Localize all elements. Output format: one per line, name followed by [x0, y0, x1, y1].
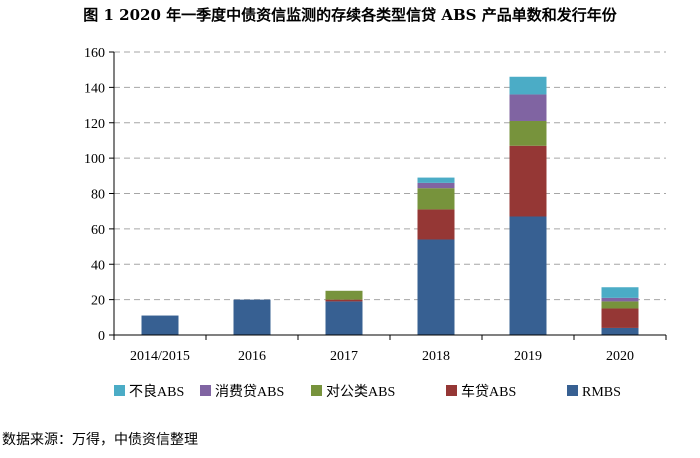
bar-segment-对公类ABS-2018 [417, 188, 455, 210]
axes [109, 51, 667, 340]
bar-segment-对公类ABS-2019 [509, 120, 547, 146]
legend: 不良ABS 消费贷ABS 对公类ABS 车贷ABS RMBS [114, 383, 621, 400]
x-tick-label: 2014/2015 [130, 349, 190, 364]
y-tick-label: 120 [84, 117, 105, 132]
legend-swatch [311, 385, 322, 396]
legend-label: 消费贷ABS [215, 384, 284, 400]
bar-segment-RMBS-2020 [601, 327, 639, 335]
y-tick-label: 60 [91, 223, 105, 238]
bar-segment-RMBS-2014/2015 [141, 315, 179, 335]
y-tick-label: 40 [91, 258, 105, 273]
bar-segment-对公类ABS-2017 [325, 290, 363, 300]
bar-segment-不良ABS-2019 [509, 76, 547, 95]
y-tick-label: 0 [98, 329, 105, 344]
legend-swatch [114, 385, 125, 396]
bar-segment-消费贷ABS-2019 [509, 94, 547, 121]
bar-segment-车贷ABS-2020 [601, 308, 639, 328]
bar-segment-RMBS-2016 [233, 299, 271, 335]
bars [141, 76, 639, 335]
chart-title: 图 1 2020 年一季度中债资信监测的存续各类型信贷 ABS 产品单数和发行年… [83, 6, 617, 24]
bar-segment-RMBS-2018 [417, 239, 455, 335]
bar-segment-消费贷ABS-2020 [601, 297, 639, 302]
bar-segment-消费贷ABS-2018 [417, 182, 455, 189]
gridlines [114, 51, 666, 301]
source-note: 数据来源：万得，中债资信整理 [2, 432, 198, 448]
bar-segment-车贷ABS-2017 [325, 299, 363, 302]
legend-label: 不良ABS [129, 384, 184, 400]
x-tick-labels: 2014/2015 2016 2017 2018 2019 2020 [130, 349, 634, 364]
x-tick-label: 2018 [422, 349, 450, 364]
bar-segment-车贷ABS-2018 [417, 209, 455, 240]
bar-segment-RMBS-2017 [325, 301, 363, 335]
y-tick-label: 160 [84, 46, 105, 61]
legend-swatch [200, 385, 211, 396]
legend-swatch [567, 385, 578, 396]
y-tick-label: 140 [84, 81, 105, 96]
bar-segment-不良ABS-2018 [417, 177, 455, 183]
legend-swatch [446, 385, 457, 396]
bar-segment-RMBS-2019 [509, 216, 547, 335]
legend-label: 对公类ABS [326, 384, 395, 400]
legend-label: 车贷ABS [461, 383, 516, 400]
x-tick-label: 2017 [330, 349, 358, 364]
y-tick-label: 80 [91, 188, 105, 203]
x-tick-label: 2019 [514, 349, 542, 364]
x-tick-label: 2016 [238, 349, 266, 364]
x-tick-label: 2020 [606, 349, 634, 364]
bar-segment-车贷ABS-2019 [509, 145, 547, 217]
bar-segment-对公类ABS-2020 [601, 301, 639, 309]
y-tick-label: 20 [91, 294, 105, 309]
y-tick-labels: 0 20 40 60 80 100 120 140 160 [84, 46, 105, 344]
bar-segment-不良ABS-2020 [601, 287, 639, 298]
legend-label: RMBS [582, 385, 621, 400]
y-tick-label: 100 [84, 152, 105, 167]
